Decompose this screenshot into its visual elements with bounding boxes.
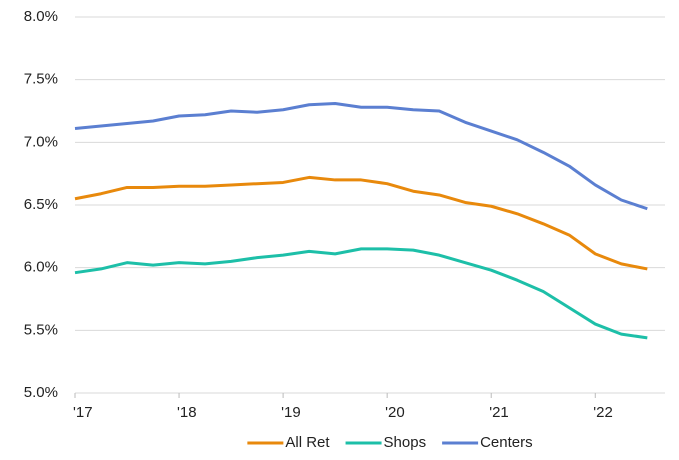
y-tick-label: 7.5% [24,71,58,88]
y-tick-label: 7.0% [24,133,58,150]
legend-label: All Ret [285,434,330,451]
legend-label: Shops [384,434,427,451]
y-tick-label: 5.5% [24,321,58,338]
legend-label: Centers [480,434,533,451]
line [74,101,648,211]
x-tick-label: '21 [489,404,509,421]
y-tick-label: 6.5% [24,196,58,213]
line [74,247,648,340]
x-tick-label: '18 [177,404,197,421]
y-tick-label: 6.0% [24,259,58,276]
x-tick-label: '17 [73,404,93,421]
x-tick-label: '19 [281,404,301,421]
x-tick-label: '20 [385,404,405,421]
y-tick-label: 5.0% [24,384,58,401]
y-tick-label: 8.0% [24,8,58,25]
x-tick-label: '22 [593,404,613,421]
line [74,175,648,271]
